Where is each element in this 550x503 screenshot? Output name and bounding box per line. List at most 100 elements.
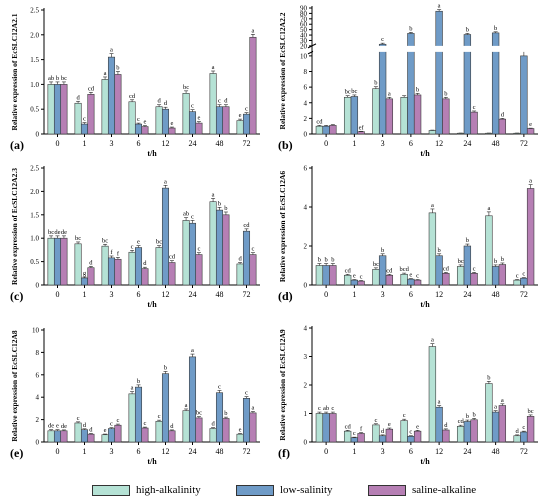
significance-letter: d [143, 260, 147, 267]
significance-letter: c [251, 246, 254, 253]
bar-saline-alkaline [168, 430, 176, 443]
significance-letter: bc [373, 261, 379, 268]
bar-saline-alkaline [60, 84, 68, 135]
significance-letter: a [131, 385, 134, 392]
y-tick-label: 10 [300, 52, 308, 60]
x-tick-label: 1 [352, 290, 356, 299]
bar-high-alkalinity [101, 434, 109, 443]
significance-letter: ab [183, 211, 189, 218]
x-tick-label: 1 [83, 139, 87, 148]
y-tick-label: 0 [304, 131, 308, 139]
significance-letter: c [191, 103, 194, 110]
x-tick-label: 48 [492, 447, 500, 456]
x-tick-label: 48 [216, 290, 224, 299]
significance-letter: a [212, 64, 215, 71]
bar-saline-alkaline [87, 94, 95, 135]
panel-label: (d) [278, 289, 293, 303]
bar-high-alkalinity [74, 102, 82, 135]
x-tick-label: 12 [162, 290, 170, 299]
bar-low-salinity [435, 10, 443, 135]
bar-saline-alkaline [526, 188, 535, 286]
significance-letter: c [522, 424, 525, 431]
significance-letter: a [431, 337, 434, 344]
y-axis-label: Relative expression of EcSLC12A2.2 [278, 12, 287, 129]
y-tick-label: 30 [300, 37, 308, 45]
figure: 0 0.5 1.0 1.5 2.0 2.5 Relative expression of E… [10, 3, 539, 466]
significance-letter: a [494, 404, 497, 411]
significance-letter: d [83, 422, 87, 429]
bar-saline-alkaline [470, 419, 478, 443]
x-tick-label: 3 [110, 290, 114, 299]
significance-letter: cd [243, 222, 250, 229]
y-tick-label: 1.0 [30, 81, 39, 89]
significance-letter: c [77, 415, 80, 422]
bar-low-salinity [188, 356, 197, 443]
bar-high-alkalinity [428, 130, 437, 135]
significance-letter: de [48, 423, 54, 430]
significance-letter: bc [458, 258, 464, 265]
x-tick-label: 1 [83, 290, 87, 299]
bar-high-alkalinity [428, 346, 437, 443]
y-tick-label: 50 [300, 26, 308, 34]
significance-letter: e [56, 423, 59, 430]
significance-letter: cd [88, 85, 95, 92]
bar-low-salinity [80, 277, 89, 286]
bar-high-alkalinity [155, 247, 163, 286]
bar-low-salinity [378, 435, 387, 443]
bar-high-alkalinity [315, 125, 324, 135]
x-tick-label: 6 [137, 447, 141, 456]
bar-low-salinity [520, 55, 528, 135]
bar-high-alkalinity [155, 420, 163, 443]
significance-letter: c [331, 405, 334, 412]
bar-saline-alkaline [141, 126, 149, 135]
significance-letter: f [360, 426, 363, 433]
significance-letter: e [239, 426, 242, 433]
y-tick-label: 6 [304, 84, 308, 92]
bar-low-salinity [350, 96, 359, 135]
bar-high-alkalinity [128, 251, 136, 286]
bar-low-salinity [378, 255, 387, 286]
significance-letter: bc [102, 237, 108, 244]
y-tick-label: 8 [36, 349, 40, 357]
significance-letter: b [224, 205, 227, 212]
x-tick-label: 6 [409, 290, 413, 299]
bar-low-salinity [134, 247, 143, 286]
bar-high-alkalinity [343, 96, 352, 135]
x-axis-label: t/h [420, 457, 430, 466]
significance-letter: e [353, 273, 356, 280]
bar-saline-alkaline [413, 94, 422, 135]
significance-letter: d [238, 256, 242, 263]
x-tick-label: 72 [520, 139, 528, 148]
bar-low-salinity [407, 435, 415, 443]
y-tick-label: 0 [36, 282, 40, 290]
significance-letter: b [438, 247, 441, 254]
bar-low-salinity [322, 125, 330, 135]
y-tick-label: 2.5 [30, 7, 39, 15]
bar-low-salinity [242, 230, 251, 286]
legend-label-low-salinity: low-salinity [280, 484, 333, 496]
bar-low-salinity [134, 386, 143, 443]
axis-break-gap [313, 45, 539, 52]
significance-letter: bc [61, 75, 67, 82]
significance-letter: d [516, 428, 520, 435]
significance-letter: a [251, 27, 254, 34]
x-tick-label: 3 [381, 139, 385, 148]
bar-saline-alkaline [168, 127, 176, 135]
bar-saline-alkaline [442, 98, 450, 135]
y-tick-label: 2.0 [30, 188, 39, 196]
significance-letter: b [224, 410, 227, 417]
significance-letter: b [466, 237, 469, 244]
bar-high-alkalinity [236, 120, 244, 135]
significance-letter: de [61, 229, 67, 236]
x-tick-label: 1 [83, 447, 87, 456]
bar-low-salinity [491, 266, 500, 286]
significance-letter: a [212, 191, 215, 198]
significance-letter: d [89, 426, 93, 433]
significance-letter: c [522, 271, 525, 278]
bar-low-salinity [53, 84, 62, 135]
bar-high-alkalinity [343, 430, 352, 443]
significance-letter: c [245, 106, 248, 113]
y-tick-label: 2 [304, 115, 308, 123]
bar-low-salinity [350, 279, 359, 286]
